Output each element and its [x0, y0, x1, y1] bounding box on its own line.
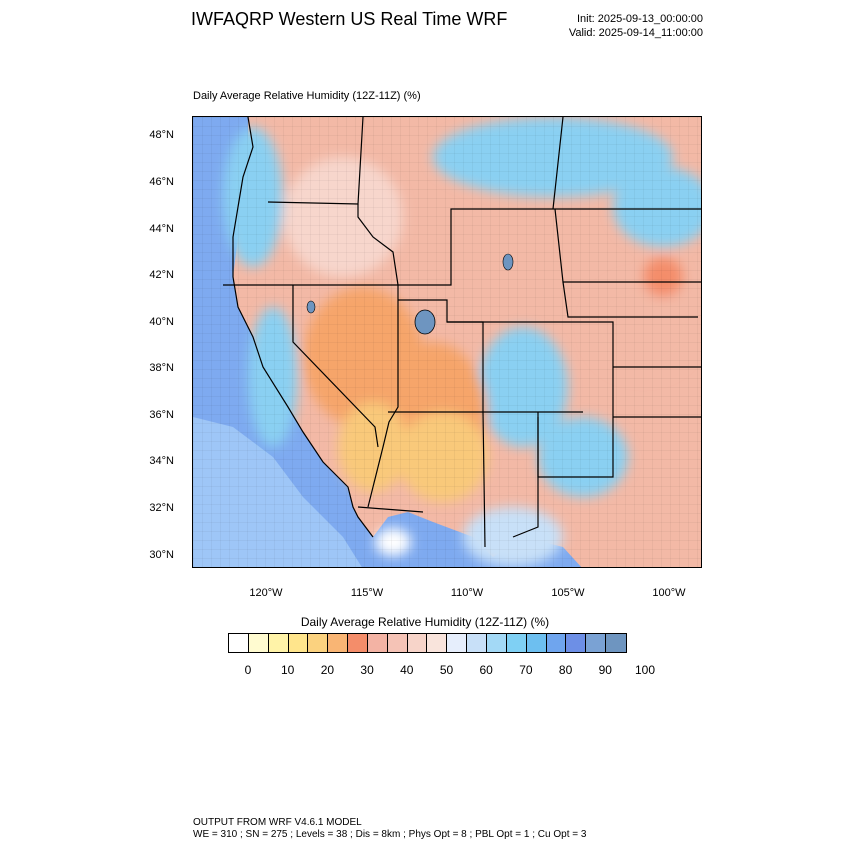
colorbar-box — [348, 634, 368, 652]
colorbar-box — [506, 634, 527, 652]
model-info-line2: WE = 310 ; SN = 275 ; Levels = 38 ; Dis … — [193, 829, 587, 840]
colorbar-label: 50 — [439, 663, 454, 677]
colorbar-box — [248, 634, 269, 652]
coastline — [232, 117, 374, 538]
colorbar-label: 0 — [244, 663, 252, 677]
lon-label: 110°W — [450, 587, 484, 599]
lat-label: 32°N — [149, 502, 174, 514]
colorbar-label: 40 — [400, 663, 414, 677]
colorbar-label: 60 — [479, 663, 493, 677]
state-boundaries — [223, 117, 701, 548]
plot-title: Daily Average Relative Humidity (12Z-11Z… — [193, 90, 421, 102]
colorbar-box — [288, 634, 309, 652]
colorbar-label: 70 — [519, 663, 533, 677]
colorbar-label: 10 — [281, 663, 295, 677]
main-title: IWFAQRP Western US Real Time WRF — [191, 9, 508, 29]
colorbar — [228, 633, 627, 653]
lon-label: 100°W — [652, 587, 686, 599]
map-panel — [192, 116, 702, 568]
colorbar-box — [566, 634, 587, 652]
colorbar-box — [229, 634, 249, 652]
lat-label: 42°N — [149, 269, 174, 281]
colorbar-box — [467, 634, 487, 652]
colorbar-box — [387, 634, 408, 652]
init-time-label: Init: 2025-09-13_00:00:00 — [577, 13, 703, 25]
colorbar-box — [308, 634, 329, 652]
colorbar-label: 20 — [320, 663, 335, 677]
colorbar-box — [586, 634, 607, 652]
colorbar-box — [328, 634, 349, 652]
lat-label: 46°N — [149, 176, 174, 188]
colorbar-box — [268, 634, 289, 652]
lat-label: 40°N — [149, 316, 174, 328]
model-info-line1: OUTPUT FROM WRF V4.6.1 MODEL — [193, 817, 362, 828]
lat-label: 30°N — [149, 549, 174, 561]
valid-time-label: Valid: 2025-09-14_11:00:00 — [568, 27, 703, 39]
colorbar-box — [546, 634, 567, 652]
colorbar-box — [606, 634, 626, 652]
lon-label: 120°W — [249, 587, 283, 599]
great-salt-lake — [414, 309, 436, 335]
lon-label: 105°W — [551, 587, 585, 599]
colorbar-box — [407, 634, 428, 652]
colorbar-box — [486, 634, 507, 652]
lat-label: 44°N — [149, 223, 174, 235]
lat-label: 36°N — [149, 409, 174, 421]
lat-label: 38°N — [149, 362, 174, 374]
lat-label: 34°N — [149, 455, 174, 467]
colorbar-label: 30 — [360, 663, 374, 677]
colorbar-label: 80 — [558, 663, 573, 677]
humidity-map — [193, 117, 701, 567]
colorbar-label: 100 — [634, 663, 656, 677]
colorbar-title: Daily Average Relative Humidity (12Z-11Z… — [300, 615, 550, 629]
colorbar-label: 90 — [598, 663, 612, 677]
lon-label: 115°W — [350, 587, 384, 599]
colorbar-box — [526, 634, 547, 652]
lat-label: 48°N — [149, 129, 174, 141]
colorbar-box — [367, 634, 388, 652]
colorbar-box — [427, 634, 448, 652]
colorbar-box — [447, 634, 468, 652]
